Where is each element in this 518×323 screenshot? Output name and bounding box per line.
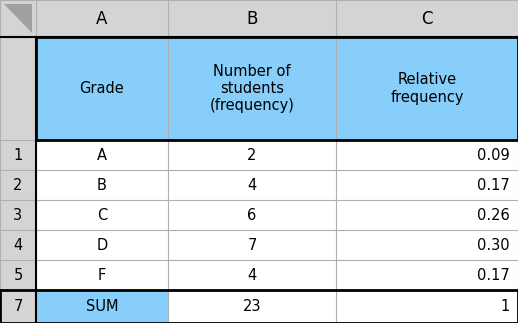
Bar [36, 37, 168, 140]
Bar [0, 290, 36, 323]
Bar [168, 200, 336, 230]
Text: 1: 1 [13, 148, 23, 162]
Bar [336, 230, 518, 260]
Text: B: B [97, 178, 107, 193]
Text: 0.09: 0.09 [477, 148, 510, 162]
Text: 7: 7 [247, 237, 257, 253]
Text: 0.17: 0.17 [477, 267, 510, 283]
Bar [168, 230, 336, 260]
Text: C: C [421, 9, 433, 27]
Text: 4: 4 [248, 178, 256, 193]
Text: F: F [98, 267, 106, 283]
Text: 2: 2 [13, 178, 23, 193]
Bar [336, 260, 518, 290]
Bar [0, 140, 36, 170]
Text: C: C [97, 207, 107, 223]
Bar [0, 0, 36, 37]
Bar [36, 230, 168, 260]
Bar [0, 37, 36, 140]
Bar [336, 200, 518, 230]
Bar [0, 230, 36, 260]
Text: 0.30: 0.30 [478, 237, 510, 253]
Text: 7: 7 [13, 299, 23, 314]
Text: D: D [96, 237, 108, 253]
Text: Number of
students
(frequency): Number of students (frequency) [210, 64, 294, 113]
Bar [36, 200, 168, 230]
Text: 5: 5 [13, 267, 23, 283]
Text: 0.26: 0.26 [477, 207, 510, 223]
Bar [0, 170, 36, 200]
Text: 2: 2 [247, 148, 257, 162]
Bar [336, 290, 518, 323]
Bar [168, 37, 336, 140]
Bar [168, 140, 336, 170]
Text: SUM: SUM [86, 299, 118, 314]
Bar [168, 290, 336, 323]
Polygon shape [4, 4, 32, 33]
Text: 3: 3 [13, 207, 23, 223]
Text: Relative
frequency: Relative frequency [390, 72, 464, 105]
Bar [36, 260, 168, 290]
Bar [168, 170, 336, 200]
Bar [36, 140, 168, 170]
Bar [0, 260, 36, 290]
Bar [336, 37, 518, 140]
Bar [36, 0, 168, 37]
Bar [336, 170, 518, 200]
Text: 6: 6 [248, 207, 256, 223]
Bar [336, 0, 518, 37]
Text: B: B [247, 9, 257, 27]
Text: A: A [96, 9, 108, 27]
Bar [168, 0, 336, 37]
Text: Grade: Grade [80, 81, 124, 96]
Text: 0.17: 0.17 [477, 178, 510, 193]
Text: 4: 4 [13, 237, 23, 253]
Text: 23: 23 [243, 299, 261, 314]
Bar [168, 260, 336, 290]
Bar [36, 170, 168, 200]
Text: 1: 1 [501, 299, 510, 314]
Text: 4: 4 [248, 267, 256, 283]
Bar [36, 290, 168, 323]
Bar [336, 140, 518, 170]
Bar [0, 200, 36, 230]
Text: A: A [97, 148, 107, 162]
